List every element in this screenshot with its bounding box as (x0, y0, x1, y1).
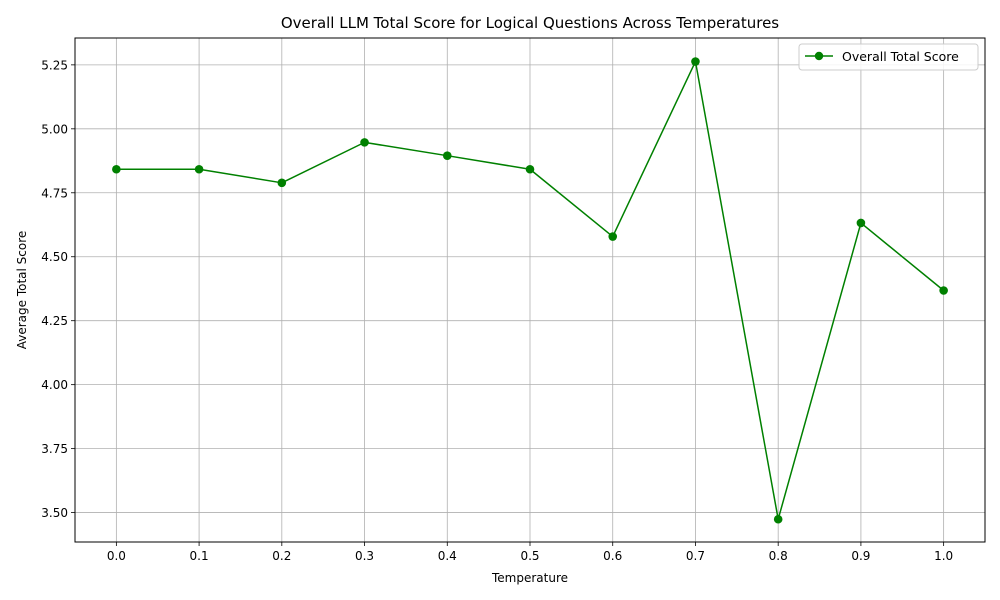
data-point (691, 57, 700, 66)
data-point (442, 151, 452, 160)
data-point (525, 164, 535, 174)
data-point (608, 232, 618, 241)
x-tick-label: 0.8 (769, 549, 788, 563)
data-point (773, 514, 783, 524)
y-tick-label: 4.00 (41, 378, 68, 392)
x-tick-label: 0.6 (603, 549, 622, 563)
grid-lines (75, 38, 985, 542)
data-point (360, 138, 369, 147)
y-axis-title: Average Total Score (15, 231, 29, 350)
chart-title: Overall LLM Total Score for Logical Ques… (281, 14, 779, 32)
data-point (939, 286, 948, 295)
y-axis-ticks: 3.50 3.75 4.00 4.25 4.50 4.75 5.00 5.25 (41, 58, 75, 520)
legend-series-marker (814, 51, 824, 61)
data-point (112, 164, 121, 174)
y-tick-label: 4.25 (41, 314, 68, 328)
x-tick-label: 0.7 (686, 549, 705, 563)
x-tick-label: 0.9 (851, 549, 870, 563)
data-point (277, 178, 287, 188)
x-tick-label: 0.2 (272, 549, 291, 563)
data-point (856, 218, 866, 228)
legend-series-label: Overall Total Score (842, 49, 959, 64)
x-tick-label: 0.5 (520, 549, 539, 563)
x-axis-ticks: 0.0 0.1 0.2 0.3 0.4 0.5 0.6 0.7 0.8 0.9 1.0 (107, 542, 953, 563)
x-tick-label: 0.1 (190, 549, 209, 563)
y-tick-label: 4.50 (41, 250, 68, 264)
y-tick-label: 5.25 (41, 58, 68, 72)
x-tick-label: 0.3 (355, 549, 374, 563)
y-tick-label: 4.75 (41, 186, 68, 200)
x-tick-label: 0.4 (438, 549, 457, 563)
x-tick-label: 1.0 (934, 549, 953, 563)
x-axis-title: Temperature (491, 571, 568, 585)
y-tick-label: 3.75 (41, 442, 68, 456)
legend-box (798, 43, 979, 71)
y-tick-label: 5.00 (41, 122, 68, 136)
data-point (194, 164, 204, 174)
series-layer (112, 57, 948, 524)
legend: Overall Total Score (798, 43, 979, 71)
x-tick-label: 0.0 (107, 549, 126, 563)
y-tick-label: 3.50 (41, 506, 68, 520)
